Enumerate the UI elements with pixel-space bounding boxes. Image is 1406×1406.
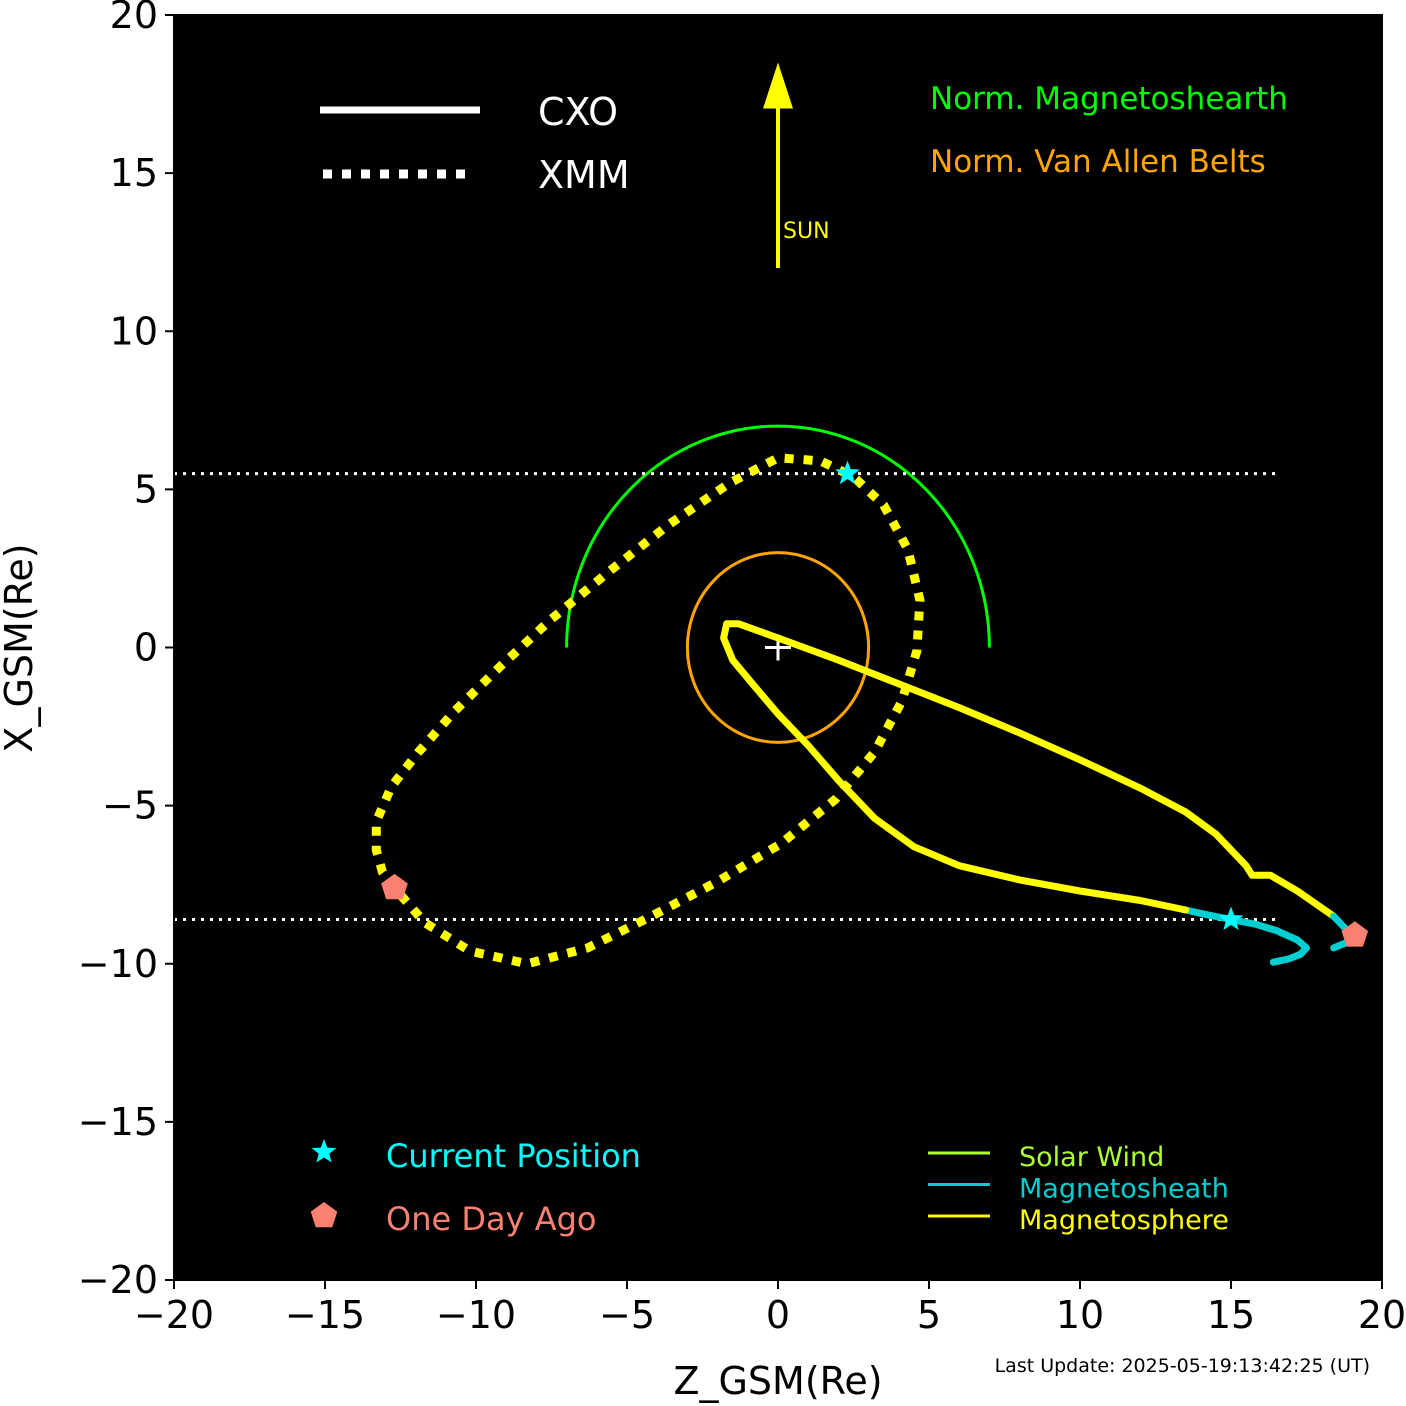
reference-circle-0 [565, 424, 991, 648]
series-cxo-magnetosheath-0 [1182, 906, 1310, 966]
legend-region-label-2: Magnetosphere [1019, 1205, 1229, 1236]
legend-label-one-day-ago: One Day Ago [386, 1200, 596, 1238]
x-tick-label: 15 [1207, 1293, 1255, 1337]
y-tick-label: 10 [110, 309, 158, 353]
series-xmm-magnetosphere-0 [371, 453, 925, 969]
last-update-footer: Last Update: 2025-05-19:13:42:25 (UT) [995, 1355, 1370, 1377]
y-tick-label: −10 [78, 942, 158, 986]
legend-label-cxo: CXO [538, 90, 618, 134]
legend-region-label-1: Magnetosheath [1019, 1174, 1229, 1205]
x-tick-label: −10 [436, 1293, 516, 1337]
current-position-marker-xmm [835, 460, 860, 485]
series-cxo-magnetosphere-1 [720, 620, 1338, 920]
sun-arrow-head [763, 62, 793, 109]
y-tick-label: −15 [78, 1100, 158, 1144]
plot-frame [173, 14, 1383, 1281]
legend-region-label-0: Solar Wind [1019, 1142, 1164, 1173]
x-tick-label: 20 [1358, 1293, 1406, 1337]
legend-label-van-allen: Norm. Van Allen Belts [930, 144, 1266, 180]
legend-label-current-position: Current Position [386, 1137, 641, 1175]
legend-pentagon-marker [310, 1202, 338, 1228]
current-position-marker-cxo [1218, 906, 1244, 930]
x-tick-label: 5 [917, 1293, 941, 1337]
y-tick-label: −20 [78, 1258, 158, 1302]
y-tick-label: −5 [102, 784, 158, 828]
legend-star-marker [311, 1139, 337, 1163]
sun-label: SUN [783, 219, 830, 244]
x-tick-label: 10 [1056, 1293, 1104, 1337]
x-axis-label: Z_GSM(Re) [673, 1359, 882, 1403]
x-tick-label: −5 [599, 1293, 655, 1337]
y-tick-label: 5 [134, 467, 158, 511]
y-tick-label: 20 [110, 0, 158, 37]
x-tick-label: 0 [766, 1293, 790, 1337]
y-axis-label: X_GSM(Re) [0, 543, 41, 752]
one-day-ago-marker-cxo [1341, 921, 1369, 947]
legend-label-xmm: XMM [538, 153, 630, 197]
x-tick-label: −20 [134, 1293, 214, 1337]
legend-label-magnetoshearth: Norm. Magnetoshearth [930, 81, 1288, 117]
x-tick-label: −15 [285, 1293, 365, 1337]
y-tick-label: 0 [134, 626, 158, 670]
y-tick-label: 15 [110, 151, 158, 195]
reference-circle-1 [685, 551, 871, 744]
one-day-ago-marker-xmm [381, 873, 408, 900]
